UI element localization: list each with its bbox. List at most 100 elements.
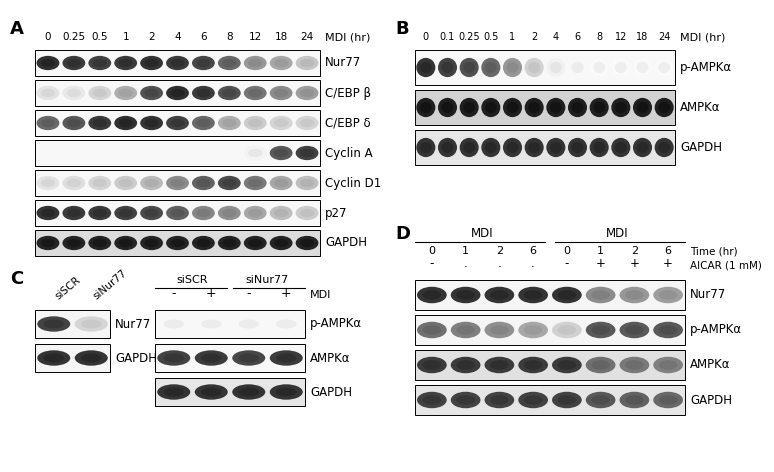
Ellipse shape bbox=[88, 176, 111, 190]
Ellipse shape bbox=[423, 360, 441, 370]
Text: 18: 18 bbox=[636, 32, 649, 42]
Text: siNur77: siNur77 bbox=[91, 268, 128, 302]
Ellipse shape bbox=[118, 239, 133, 247]
Ellipse shape bbox=[232, 384, 265, 400]
Ellipse shape bbox=[37, 316, 70, 332]
Bar bbox=[415, 280, 685, 310]
Ellipse shape bbox=[636, 142, 649, 153]
Ellipse shape bbox=[192, 206, 215, 220]
Ellipse shape bbox=[192, 176, 215, 190]
Ellipse shape bbox=[506, 142, 519, 153]
Ellipse shape bbox=[88, 236, 111, 250]
Ellipse shape bbox=[88, 116, 111, 130]
Ellipse shape bbox=[625, 395, 644, 405]
Ellipse shape bbox=[67, 89, 81, 97]
Ellipse shape bbox=[170, 89, 185, 97]
Ellipse shape bbox=[417, 287, 447, 303]
Ellipse shape bbox=[41, 179, 55, 187]
Ellipse shape bbox=[140, 236, 163, 250]
Ellipse shape bbox=[195, 350, 228, 366]
Ellipse shape bbox=[625, 325, 644, 335]
Ellipse shape bbox=[163, 388, 184, 396]
Text: C/EBP β: C/EBP β bbox=[325, 86, 371, 100]
Ellipse shape bbox=[93, 209, 107, 217]
Ellipse shape bbox=[276, 388, 296, 396]
Ellipse shape bbox=[75, 350, 108, 366]
Ellipse shape bbox=[557, 360, 576, 370]
Text: .: . bbox=[531, 257, 535, 270]
Bar bbox=[35, 310, 110, 338]
Text: MDI (hr): MDI (hr) bbox=[325, 32, 371, 42]
Ellipse shape bbox=[197, 89, 211, 97]
Ellipse shape bbox=[591, 395, 610, 405]
Ellipse shape bbox=[636, 102, 649, 113]
Ellipse shape bbox=[557, 395, 576, 405]
Bar bbox=[35, 200, 320, 226]
Ellipse shape bbox=[571, 142, 584, 153]
Ellipse shape bbox=[140, 86, 163, 100]
Ellipse shape bbox=[218, 86, 241, 100]
Bar bbox=[415, 50, 675, 85]
Ellipse shape bbox=[63, 116, 85, 130]
Ellipse shape bbox=[140, 116, 163, 130]
Ellipse shape bbox=[36, 86, 60, 100]
Text: 0: 0 bbox=[563, 246, 570, 256]
Ellipse shape bbox=[166, 116, 189, 130]
Ellipse shape bbox=[276, 320, 296, 329]
Ellipse shape bbox=[528, 62, 540, 73]
Ellipse shape bbox=[88, 56, 111, 70]
Ellipse shape bbox=[63, 176, 85, 190]
Ellipse shape bbox=[485, 392, 514, 408]
Ellipse shape bbox=[269, 56, 293, 70]
Ellipse shape bbox=[222, 119, 236, 127]
Ellipse shape bbox=[481, 58, 500, 77]
Ellipse shape bbox=[420, 142, 432, 153]
Ellipse shape bbox=[550, 102, 562, 113]
Ellipse shape bbox=[633, 98, 652, 117]
Ellipse shape bbox=[41, 89, 55, 97]
Ellipse shape bbox=[586, 287, 615, 303]
Text: 1: 1 bbox=[597, 246, 604, 256]
Ellipse shape bbox=[611, 58, 630, 77]
Ellipse shape bbox=[460, 138, 478, 157]
Text: 18: 18 bbox=[275, 32, 288, 42]
Text: Cyclin A: Cyclin A bbox=[325, 146, 372, 160]
Ellipse shape bbox=[36, 176, 60, 190]
Ellipse shape bbox=[457, 325, 475, 335]
Ellipse shape bbox=[270, 350, 303, 366]
Bar bbox=[415, 130, 675, 165]
Ellipse shape bbox=[485, 142, 497, 153]
Ellipse shape bbox=[490, 290, 509, 300]
Ellipse shape bbox=[557, 290, 576, 300]
Ellipse shape bbox=[222, 89, 236, 97]
Text: C/EBP δ: C/EBP δ bbox=[325, 117, 371, 129]
Ellipse shape bbox=[296, 56, 318, 70]
Ellipse shape bbox=[170, 59, 185, 67]
Ellipse shape bbox=[591, 360, 610, 370]
Ellipse shape bbox=[633, 58, 652, 77]
Ellipse shape bbox=[157, 384, 190, 400]
Ellipse shape bbox=[423, 395, 441, 405]
Text: D: D bbox=[395, 225, 410, 243]
Ellipse shape bbox=[248, 209, 262, 217]
Ellipse shape bbox=[296, 176, 318, 190]
Text: 6: 6 bbox=[574, 32, 580, 42]
Ellipse shape bbox=[192, 116, 215, 130]
Text: 8: 8 bbox=[596, 32, 602, 42]
Ellipse shape bbox=[67, 59, 81, 67]
Bar bbox=[35, 110, 320, 136]
Ellipse shape bbox=[593, 142, 605, 153]
Ellipse shape bbox=[238, 320, 259, 329]
Ellipse shape bbox=[170, 209, 185, 217]
Text: +: + bbox=[663, 257, 673, 270]
Text: Cyclin D1: Cyclin D1 bbox=[325, 177, 382, 189]
Text: 0: 0 bbox=[45, 32, 51, 42]
Ellipse shape bbox=[115, 86, 137, 100]
Text: GAPDH: GAPDH bbox=[680, 141, 722, 154]
Ellipse shape bbox=[528, 142, 540, 153]
Ellipse shape bbox=[218, 236, 241, 250]
Ellipse shape bbox=[276, 354, 296, 362]
Ellipse shape bbox=[145, 119, 159, 127]
Ellipse shape bbox=[192, 236, 215, 250]
Text: -: - bbox=[172, 287, 176, 300]
